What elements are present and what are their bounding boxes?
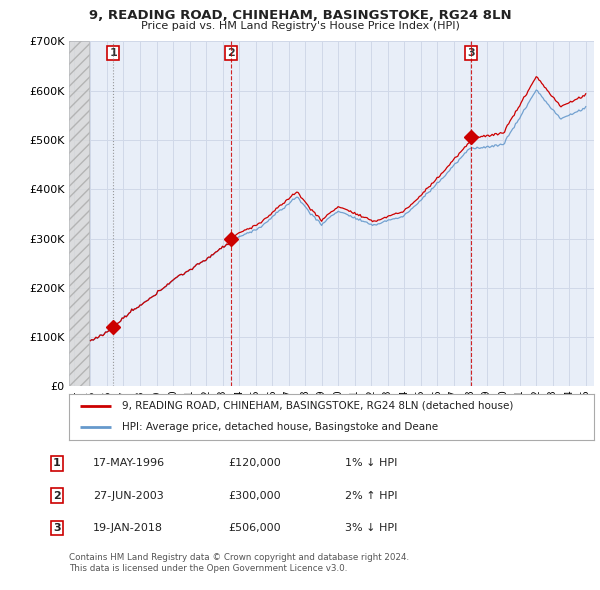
Text: 1: 1 bbox=[109, 48, 117, 58]
Text: 19-JAN-2018: 19-JAN-2018 bbox=[93, 523, 163, 533]
Text: 2% ↑ HPI: 2% ↑ HPI bbox=[345, 491, 398, 500]
Text: £120,000: £120,000 bbox=[228, 458, 281, 468]
Text: 2: 2 bbox=[227, 48, 235, 58]
Text: 9, READING ROAD, CHINEHAM, BASINGSTOKE, RG24 8LN (detached house): 9, READING ROAD, CHINEHAM, BASINGSTOKE, … bbox=[121, 401, 513, 411]
Text: 2: 2 bbox=[53, 491, 61, 500]
Text: 27-JUN-2003: 27-JUN-2003 bbox=[93, 491, 164, 500]
Text: This data is licensed under the Open Government Licence v3.0.: This data is licensed under the Open Gov… bbox=[69, 565, 347, 573]
Text: 3: 3 bbox=[467, 48, 475, 58]
Text: 1% ↓ HPI: 1% ↓ HPI bbox=[345, 458, 397, 468]
Text: 17-MAY-1996: 17-MAY-1996 bbox=[93, 458, 165, 468]
Bar bbox=[69, 41, 89, 386]
Text: 3: 3 bbox=[53, 523, 61, 533]
Text: HPI: Average price, detached house, Basingstoke and Deane: HPI: Average price, detached house, Basi… bbox=[121, 422, 437, 432]
Text: Contains HM Land Registry data © Crown copyright and database right 2024.: Contains HM Land Registry data © Crown c… bbox=[69, 553, 409, 562]
Text: 9, READING ROAD, CHINEHAM, BASINGSTOKE, RG24 8LN: 9, READING ROAD, CHINEHAM, BASINGSTOKE, … bbox=[89, 9, 511, 22]
Text: £300,000: £300,000 bbox=[228, 491, 281, 500]
Text: £506,000: £506,000 bbox=[228, 523, 281, 533]
Text: 1: 1 bbox=[53, 458, 61, 468]
Text: 3% ↓ HPI: 3% ↓ HPI bbox=[345, 523, 397, 533]
Text: Price paid vs. HM Land Registry's House Price Index (HPI): Price paid vs. HM Land Registry's House … bbox=[140, 21, 460, 31]
